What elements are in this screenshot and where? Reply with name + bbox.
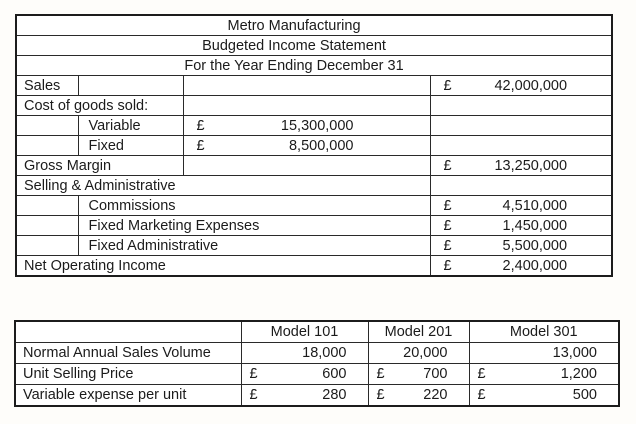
table-row: Sales £ 42,000,000 (15, 75, 613, 96)
sga-header-label: Selling & Administrative (15, 175, 431, 196)
variable-expense-label: Variable expense per unit (14, 384, 242, 407)
fixed-cogs-label: Fixed (77, 135, 184, 156)
table-row: Gross Margin £ 13,250,000 (15, 155, 613, 176)
statement-title: Metro Manufacturing (15, 14, 613, 36)
model-301-header: Model 301 (468, 320, 620, 343)
gross-margin-amount-cell: £ 13,250,000 (429, 155, 613, 176)
model-201-header: Model 201 (367, 320, 470, 343)
sales-amount-cell: £ 42,000,000 (429, 75, 613, 96)
empty-cell (15, 135, 79, 156)
income-statement-table: Metro Manufacturing Budgeted Income Stat… (15, 14, 614, 277)
unit-price-model2: 700 (423, 366, 448, 382)
currency-symbol: £ (443, 237, 452, 254)
unit-price-model3: 1,200 (560, 366, 597, 382)
table-row: Cost of goods sold: (15, 95, 613, 116)
currency-symbol: £ (477, 366, 486, 382)
fixed-admin-label: Fixed Administrative (77, 235, 431, 256)
empty-cell (15, 235, 79, 256)
currency-symbol: £ (443, 257, 452, 274)
variable-cogs-amount-cell: £ 15,300,000 (182, 115, 431, 136)
currency-symbol: £ (443, 157, 452, 174)
variable-expense-model3: 500 (572, 387, 597, 403)
table-row: Commissions £ 4,510,000 (15, 195, 613, 216)
currency-symbol: £ (443, 77, 452, 94)
empty-cell (182, 95, 431, 116)
model-comparison-table: Model 101 Model 201 Model 301 Normal Ann… (14, 320, 620, 407)
variable-expense-model1-cell: £ 280 (240, 384, 369, 407)
sales-label: Sales (15, 75, 79, 96)
unit-price-model1-cell: £ 600 (240, 363, 369, 385)
empty-cell (15, 215, 79, 236)
fixed-marketing-amount: 1,450,000 (502, 217, 568, 234)
table-row: Fixed Marketing Expenses £ 1,450,000 (15, 215, 613, 236)
fixed-cogs-amount-cell: £ 8,500,000 (182, 135, 431, 156)
commissions-amount: 4,510,000 (502, 197, 568, 214)
empty-cell (15, 115, 79, 136)
variable-expense-model1: 280 (322, 387, 347, 403)
statement-period: For the Year Ending December 31 (15, 55, 613, 76)
table-row: Variable £ 15,300,000 (15, 115, 613, 136)
currency-symbol: £ (196, 117, 205, 134)
gross-margin-amount: 13,250,000 (494, 157, 568, 174)
unit-price-model2-cell: £ 700 (367, 363, 470, 385)
table-row: For the Year Ending December 31 (15, 55, 613, 76)
net-operating-income-amount-cell: £ 2,400,000 (429, 255, 613, 277)
table-row: Model 101 Model 201 Model 301 (14, 320, 620, 343)
empty-cell (182, 155, 431, 176)
unit-price-model1: 600 (322, 366, 347, 382)
empty-cell (14, 320, 242, 343)
table-row: Fixed Administrative £ 5,500,000 (15, 235, 613, 256)
variable-cogs-label: Variable (77, 115, 184, 136)
fixed-admin-amount: 5,500,000 (502, 237, 568, 254)
table-row: Budgeted Income Statement (15, 35, 613, 56)
commissions-label: Commissions (77, 195, 431, 216)
fixed-admin-amount-cell: £ 5,500,000 (429, 235, 613, 256)
fixed-marketing-label: Fixed Marketing Expenses (77, 215, 431, 236)
statement-subtitle: Budgeted Income Statement (15, 35, 613, 56)
currency-symbol: £ (196, 137, 205, 154)
model-101-header: Model 101 (240, 320, 369, 343)
fixed-cogs-amount: 8,500,000 (288, 137, 354, 154)
empty-cell (429, 95, 613, 116)
net-operating-income-amount: 2,400,000 (502, 257, 568, 274)
variable-cogs-amount: 15,300,000 (280, 117, 354, 134)
sales-amount: 42,000,000 (494, 77, 568, 94)
net-operating-income-label: Net Operating Income (15, 255, 431, 277)
currency-symbol: £ (376, 387, 385, 403)
variable-expense-model2-cell: £ 220 (367, 384, 470, 407)
empty-cell (15, 195, 79, 216)
currency-symbol: £ (249, 387, 258, 403)
sales-volume-model1: 18,000 (240, 342, 369, 364)
table-row: Metro Manufacturing (15, 14, 613, 36)
table-row: Normal Annual Sales Volume 18,000 20,000… (14, 342, 620, 364)
currency-symbol: £ (443, 217, 452, 234)
variable-expense-model2: 220 (423, 387, 448, 403)
cogs-header-label: Cost of goods sold: (15, 95, 184, 116)
unit-price-label: Unit Selling Price (14, 363, 242, 385)
sales-volume-model3: 13,000 (468, 342, 620, 364)
table-row: Net Operating Income £ 2,400,000 (15, 255, 613, 277)
sales-volume-model2: 20,000 (367, 342, 470, 364)
empty-cell (429, 175, 613, 196)
commissions-amount-cell: £ 4,510,000 (429, 195, 613, 216)
empty-cell (182, 75, 431, 96)
empty-cell (429, 115, 613, 136)
fixed-marketing-amount-cell: £ 1,450,000 (429, 215, 613, 236)
sales-volume-label: Normal Annual Sales Volume (14, 342, 242, 364)
empty-cell (77, 75, 184, 96)
unit-price-model3-cell: £ 1,200 (468, 363, 620, 385)
currency-symbol: £ (376, 366, 385, 382)
table-row: Variable expense per unit £ 280 £ 220 £ … (14, 384, 620, 407)
currency-symbol: £ (249, 366, 258, 382)
empty-cell (429, 135, 613, 156)
variable-expense-model3-cell: £ 500 (468, 384, 620, 407)
table-row: Unit Selling Price £ 600 £ 700 £ 1,200 (14, 363, 620, 385)
currency-symbol: £ (477, 387, 486, 403)
table-row: Selling & Administrative (15, 175, 613, 196)
table-row: Fixed £ 8,500,000 (15, 135, 613, 156)
currency-symbol: £ (443, 197, 452, 214)
gross-margin-label: Gross Margin (15, 155, 184, 176)
